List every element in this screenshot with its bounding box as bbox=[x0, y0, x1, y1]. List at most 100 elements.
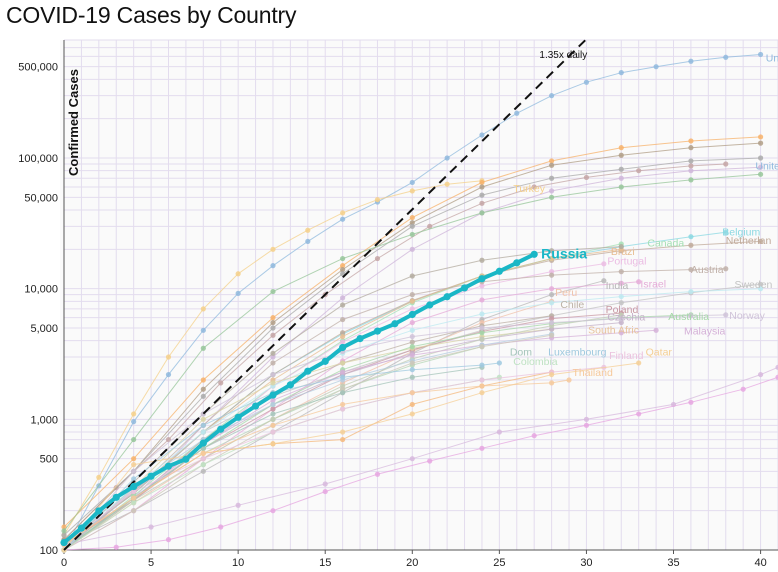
data-point bbox=[653, 64, 659, 70]
data-point bbox=[218, 524, 224, 530]
series-line bbox=[63, 329, 657, 546]
data-point bbox=[496, 360, 502, 366]
data-point bbox=[723, 312, 729, 318]
data-point bbox=[549, 93, 555, 99]
data-point bbox=[549, 371, 555, 378]
data-point bbox=[479, 330, 485, 336]
data-point bbox=[583, 416, 590, 422]
y-tick-label: 100,000 bbox=[18, 153, 58, 165]
data-point bbox=[340, 333, 346, 340]
data-point bbox=[479, 325, 485, 331]
series-qatar bbox=[61, 360, 642, 553]
y-tick-label: 100 bbox=[40, 545, 58, 557]
data-point bbox=[286, 381, 294, 389]
series-label: Thailand bbox=[573, 367, 613, 379]
series-line bbox=[62, 252, 536, 545]
data-point bbox=[740, 386, 746, 392]
data-point bbox=[270, 360, 276, 366]
data-point bbox=[618, 70, 624, 76]
series-label: Norway bbox=[729, 310, 765, 322]
data-point bbox=[199, 439, 207, 447]
data-point bbox=[340, 302, 346, 308]
data-point bbox=[495, 267, 503, 275]
data-point bbox=[460, 284, 469, 292]
data-point bbox=[340, 406, 346, 412]
data-point bbox=[409, 327, 415, 333]
data-point bbox=[479, 383, 485, 389]
data-point bbox=[270, 350, 276, 356]
data-point bbox=[340, 401, 346, 408]
data-point bbox=[61, 528, 67, 534]
data-point bbox=[688, 266, 694, 273]
data-point bbox=[322, 488, 328, 495]
data-point bbox=[688, 177, 694, 183]
data-point bbox=[427, 223, 433, 229]
series-label: Brazi bbox=[611, 246, 635, 258]
data-point bbox=[321, 357, 329, 365]
data-point bbox=[479, 179, 485, 186]
series-label: Czechia bbox=[607, 312, 645, 324]
data-point bbox=[583, 422, 590, 428]
data-point bbox=[409, 374, 415, 380]
data-point bbox=[409, 292, 415, 298]
data-point bbox=[409, 411, 415, 417]
data-point bbox=[688, 138, 694, 144]
data-point bbox=[340, 263, 346, 269]
data-point bbox=[757, 238, 764, 245]
data-point bbox=[757, 281, 764, 287]
data-point bbox=[618, 175, 624, 181]
data-point bbox=[549, 255, 555, 262]
data-point bbox=[688, 313, 694, 319]
data-point bbox=[409, 273, 415, 279]
data-point bbox=[479, 390, 485, 396]
series-label: Colombia bbox=[513, 356, 558, 368]
data-point bbox=[270, 288, 276, 295]
data-point bbox=[427, 458, 433, 464]
data-point bbox=[200, 393, 206, 399]
data-point bbox=[148, 524, 154, 530]
data-point bbox=[270, 246, 276, 252]
data-point bbox=[549, 300, 555, 306]
data-point bbox=[131, 476, 137, 482]
data-point bbox=[200, 429, 206, 435]
y-tick-label: 5,000 bbox=[30, 323, 58, 335]
series-label: Portugal bbox=[607, 255, 646, 267]
data-point bbox=[444, 181, 450, 187]
data-point bbox=[374, 197, 381, 203]
data-point bbox=[131, 419, 137, 425]
data-point bbox=[409, 179, 415, 186]
data-point bbox=[200, 377, 206, 383]
data-point bbox=[251, 402, 260, 410]
x-tick-label: 35 bbox=[667, 557, 679, 569]
series-russia bbox=[60, 250, 538, 547]
data-point bbox=[270, 354, 276, 360]
data-point bbox=[131, 495, 137, 501]
series-label: Austria bbox=[691, 264, 724, 276]
data-point bbox=[479, 184, 485, 190]
data-point bbox=[443, 293, 451, 301]
data-point bbox=[200, 306, 206, 312]
data-point bbox=[131, 488, 137, 495]
series-label: Sweden bbox=[734, 279, 772, 291]
data-point bbox=[757, 134, 764, 140]
series-label: Canada bbox=[647, 238, 684, 250]
data-point bbox=[409, 306, 415, 312]
data-point bbox=[688, 168, 694, 174]
data-point bbox=[479, 377, 485, 383]
data-point bbox=[164, 462, 173, 470]
y-tick-label: 500 bbox=[40, 454, 58, 466]
data-point bbox=[165, 371, 172, 378]
data-point bbox=[340, 316, 346, 323]
data-point bbox=[757, 51, 764, 58]
data-point bbox=[723, 54, 729, 60]
x-tick-label: 10 bbox=[232, 557, 244, 569]
data-point bbox=[131, 411, 137, 417]
data-point bbox=[478, 275, 486, 283]
data-point bbox=[496, 429, 502, 435]
data-point bbox=[200, 450, 206, 456]
series-label: India bbox=[606, 280, 629, 292]
data-point bbox=[514, 110, 520, 116]
data-point bbox=[95, 507, 103, 515]
data-point bbox=[374, 471, 381, 477]
